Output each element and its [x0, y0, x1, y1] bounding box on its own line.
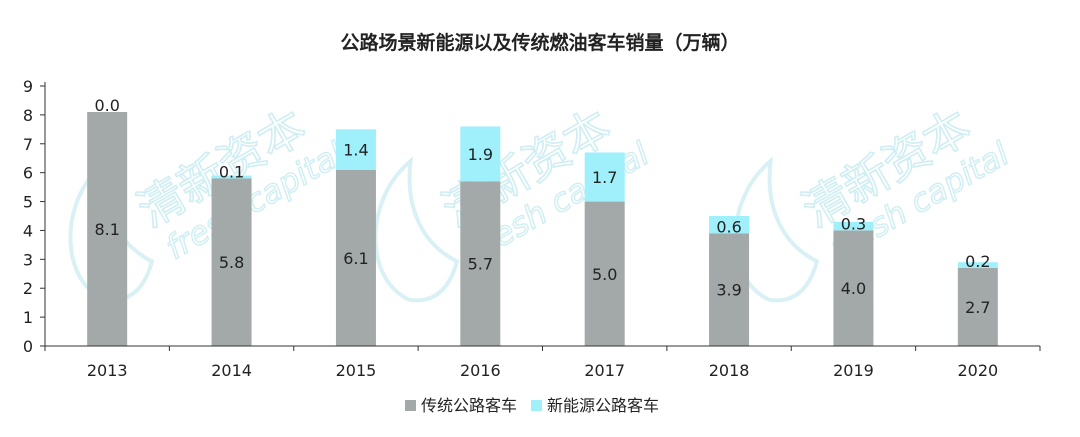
data-label-traditional: 2.7	[965, 298, 990, 317]
bar-new-energy	[833, 221, 874, 231]
legend-swatch	[405, 400, 416, 411]
data-label-traditional: 5.8	[219, 253, 244, 272]
bar-traditional	[211, 178, 252, 346]
data-label-new-energy: 1.4	[343, 141, 368, 160]
data-label-new-energy: 0.3	[841, 214, 866, 233]
bars: 8.1 0.0 5.8 0.1 6.1 1.4 5.7 1.9 5.0 1.7 3.9 0.6 4.0 0…	[87, 96, 998, 346]
bar-traditional	[709, 233, 750, 346]
data-label-new-energy: 0.1	[219, 162, 244, 181]
chart-title: 公路场景新能源以及传统燃油客车销量（万辆）	[340, 31, 739, 54]
x-tick-label: 2016	[460, 361, 501, 380]
data-label-traditional: 3.9	[716, 281, 741, 300]
legend: 传统公路客车 新能源公路客车	[405, 396, 659, 415]
y-tick-label: 3	[23, 250, 33, 269]
x-tick-label: 2013	[87, 361, 128, 380]
y-tick-label: 2	[23, 279, 33, 298]
y-tick-label: 8	[23, 106, 33, 125]
data-label-new-energy: 1.7	[592, 168, 617, 187]
data-label-traditional: 8.1	[94, 220, 119, 239]
bar-traditional	[460, 181, 501, 346]
legend-swatch	[531, 400, 542, 411]
data-label-traditional: 4.0	[841, 279, 866, 298]
y-tick-label: 1	[23, 308, 33, 327]
bar-new-energy	[211, 175, 252, 179]
x-tick-label: 2017	[584, 361, 625, 380]
y-tick-label: 6	[23, 164, 33, 183]
y-tick-label: 4	[23, 221, 33, 240]
x-tick-label: 2018	[709, 361, 750, 380]
data-label-new-energy: 1.9	[468, 145, 493, 164]
bar-new-energy	[335, 129, 376, 170]
data-label-traditional: 5.0	[592, 265, 617, 284]
y-tick-label: 5	[23, 193, 33, 212]
bar-new-energy	[709, 216, 750, 234]
legend-label: 新能源公路客车	[547, 396, 659, 415]
bar-new-energy	[460, 126, 501, 182]
y-axis: 0 1 2 3 4 5 6 7 8 9	[23, 77, 46, 356]
data-label-traditional: 5.7	[468, 255, 493, 274]
bar-traditional	[335, 169, 376, 346]
bar-new-energy	[584, 152, 625, 202]
x-tick-label: 2015	[336, 361, 377, 380]
y-tick-label: 0	[23, 337, 33, 356]
data-label-new-energy: 0.6	[716, 217, 741, 236]
bar-traditional	[87, 112, 128, 346]
data-label-new-energy: 0.2	[965, 252, 990, 271]
x-tick-label: 2019	[833, 361, 874, 380]
y-tick-label: 9	[23, 77, 33, 96]
x-axis: 2013 2014 2015 2016 2017 2018 2019 2020	[44, 345, 1041, 380]
watermark-leaf-icon	[373, 156, 460, 303]
bar-traditional	[957, 268, 998, 346]
data-label-new-energy: 0.0	[94, 96, 119, 115]
x-tick-label: 2020	[957, 361, 998, 380]
x-tick-label: 2014	[211, 361, 252, 380]
bar-traditional	[584, 201, 625, 346]
y-tick-label: 7	[23, 135, 33, 154]
bar-new-energy	[957, 262, 998, 268]
data-label-traditional: 6.1	[343, 249, 368, 268]
legend-label: 传统公路客车	[421, 396, 517, 415]
bar-traditional	[833, 230, 874, 346]
